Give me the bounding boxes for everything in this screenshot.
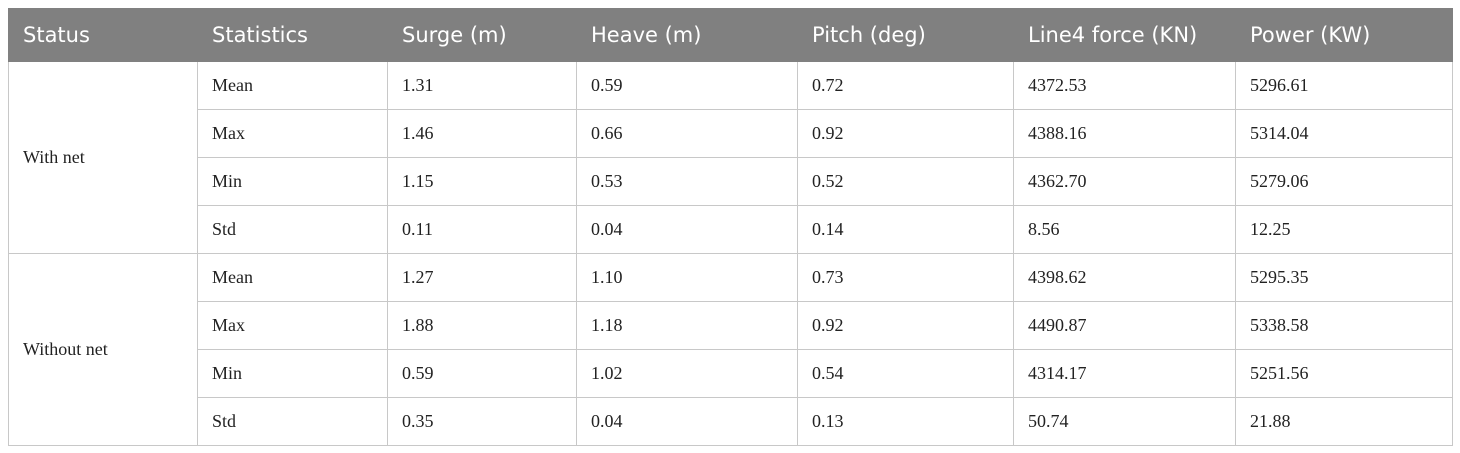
- value-cell: 1.15: [387, 157, 577, 206]
- value-cell: 4314.17: [1013, 349, 1236, 398]
- value-cell: 0.59: [387, 349, 577, 398]
- value-cell: 4398.62: [1013, 253, 1236, 302]
- value-cell: 0.72: [797, 61, 1014, 110]
- status-cell: Without net: [8, 253, 198, 446]
- value-cell: 21.88: [1235, 397, 1453, 446]
- value-cell: 1.46: [387, 109, 577, 158]
- value-cell: 5296.61: [1235, 61, 1453, 110]
- value-cell: 1.88: [387, 301, 577, 350]
- statistic-cell: Mean: [197, 253, 388, 302]
- value-cell: 0.04: [576, 205, 798, 254]
- value-cell: 12.25: [1235, 205, 1453, 254]
- header-cell: Power (KW): [1235, 8, 1453, 62]
- value-cell: 8.56: [1013, 205, 1236, 254]
- value-cell: 5295.35: [1235, 253, 1453, 302]
- header-cell: Pitch (deg): [797, 8, 1014, 62]
- table-row: Std 0.11 0.04 0.14 8.56 12.25: [9, 205, 1453, 254]
- table-row: With net Mean 1.31 0.59 0.72 4372.53 5296.61: [8, 61, 1453, 254]
- header-cell: Line4 force (KN): [1013, 8, 1236, 62]
- value-cell: 4372.53: [1013, 61, 1236, 110]
- value-cell: 4490.87: [1013, 301, 1236, 350]
- table-body: With net Mean 1.31 0.59 0.72 4372.53 5296.61 Ma…: [8, 61, 1453, 446]
- value-cell: 5338.58: [1235, 301, 1453, 350]
- table-container: Status Statistics Surge (m) Heave (m) Pitch …: [8, 8, 1453, 446]
- header-cell: Status: [8, 8, 198, 62]
- table-row: Max 1.88 1.18 0.92 4490.87 5338.58: [9, 301, 1453, 350]
- value-cell: 1.31: [387, 61, 577, 110]
- status-cell: With net: [8, 61, 198, 254]
- table-row: Min 1.15 0.53 0.52 4362.70 5279.06: [9, 157, 1453, 206]
- value-cell: 0.04: [576, 397, 798, 446]
- value-cell: 0.53: [576, 157, 798, 206]
- value-cell: 0.11: [387, 205, 577, 254]
- value-cell: 0.66: [576, 109, 798, 158]
- header-cell: Statistics: [197, 8, 388, 62]
- value-cell: 5279.06: [1235, 157, 1453, 206]
- data-table: Status Statistics Surge (m) Heave (m) Pitch …: [8, 8, 1453, 446]
- table-row: Std 0.35 0.04 0.13 50.74 21.88: [9, 397, 1453, 446]
- value-cell: 5251.56: [1235, 349, 1453, 398]
- value-cell: 1.10: [576, 253, 798, 302]
- statistic-cell: Min: [197, 157, 388, 206]
- table-row: Without net Mean 1.27 1.10 0.73 4398.62 5295.3…: [8, 253, 1453, 446]
- header-row: Status Statistics Surge (m) Heave (m) Pitch …: [8, 8, 1453, 62]
- statistic-cell: Max: [197, 301, 388, 350]
- table-row: Min 0.59 1.02 0.54 4314.17 5251.56: [9, 349, 1453, 398]
- statistic-cell: Max: [197, 109, 388, 158]
- statistic-cell: Mean: [197, 61, 388, 110]
- statistic-cell: Min: [197, 349, 388, 398]
- statistic-cell: Std: [197, 205, 388, 254]
- value-cell: 1.27: [387, 253, 577, 302]
- value-cell: 0.13: [797, 397, 1014, 446]
- value-cell: 0.73: [797, 253, 1014, 302]
- value-cell: 4362.70: [1013, 157, 1236, 206]
- value-cell: 0.35: [387, 397, 577, 446]
- statistic-cell: Std: [197, 397, 388, 446]
- value-cell: 0.92: [797, 301, 1014, 350]
- value-cell: 0.54: [797, 349, 1014, 398]
- value-cell: 0.59: [576, 61, 798, 110]
- table-row: Max 1.46 0.66 0.92 4388.16 5314.04: [9, 109, 1453, 158]
- value-cell: 1.18: [576, 301, 798, 350]
- value-cell: 50.74: [1013, 397, 1236, 446]
- value-cell: 1.02: [576, 349, 798, 398]
- header-cell: Heave (m): [576, 8, 798, 62]
- header-cell: Surge (m): [387, 8, 577, 62]
- value-cell: 4388.16: [1013, 109, 1236, 158]
- value-cell: 0.92: [797, 109, 1014, 158]
- value-cell: 5314.04: [1235, 109, 1453, 158]
- value-cell: 0.14: [797, 205, 1014, 254]
- value-cell: 0.52: [797, 157, 1014, 206]
